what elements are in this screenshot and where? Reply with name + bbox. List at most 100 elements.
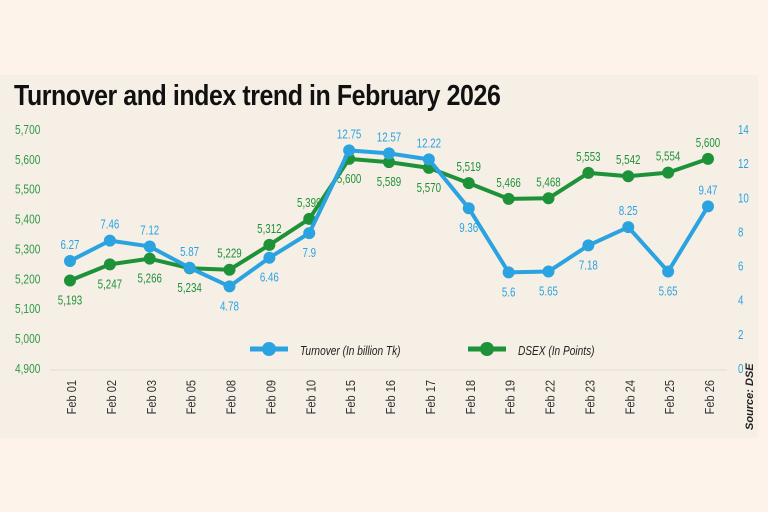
left-axis-tick-label: 5,400 [15, 212, 41, 226]
x-axis-tick-label: Feb 05 [184, 380, 199, 415]
x-axis-tick-label: Feb 22 [543, 380, 558, 415]
x-axis-tick-label: Feb 02 [104, 380, 119, 415]
turnover-data-label: 6.27 [61, 239, 80, 253]
left-axis-tick-label: 5,300 [15, 242, 41, 256]
left-axis-tick-label: 5,600 [15, 153, 41, 167]
turnover-data-label: 8.25 [619, 205, 638, 219]
dsex-data-label: 5,542 [616, 154, 640, 168]
turnover-point [343, 144, 356, 157]
chart-panel [0, 75, 758, 438]
turnover-point [622, 221, 635, 234]
turnover-line [69, 148, 710, 289]
x-axis-tick-label: Feb 16 [383, 380, 398, 415]
turnover-point [502, 266, 515, 279]
turnover-point [422, 153, 435, 166]
dsex-data-label: 5,234 [177, 282, 202, 296]
chart-title: Turnover and index trend in February 202… [14, 80, 501, 112]
x-axis-tick-label: Feb 15 [343, 380, 358, 415]
turnover-point [582, 239, 595, 252]
x-axis-tick-label: Feb 03 [144, 380, 159, 415]
dsex-data-label: 5,600 [337, 173, 361, 187]
turnover-data-label: 9.36 [459, 222, 478, 236]
left-axis-tick-label: 5,000 [15, 332, 41, 346]
turnover-data-label: 5.6 [502, 286, 516, 300]
turnover-data-label: 5.65 [539, 285, 558, 299]
turnover-point [383, 147, 395, 160]
turnover-point [64, 254, 76, 267]
dsex-data-label: 5,589 [377, 176, 401, 190]
x-axis-tick-label: Feb 23 [583, 380, 598, 415]
source-note: Source: DSE [744, 363, 756, 430]
dsex-point [502, 192, 515, 205]
turnover-point [662, 265, 675, 278]
dsex-point [542, 192, 555, 205]
turnover-data-label: 5.87 [180, 246, 199, 260]
right-axis-tick-label: 14 [738, 124, 749, 138]
dsex-point [303, 212, 316, 225]
dsex-data-label: 5,266 [138, 272, 162, 286]
right-axis-tick-label: 10 [738, 192, 749, 206]
dsex-data-label: 5,312 [257, 223, 281, 237]
dsex-point [223, 263, 236, 276]
dsex-point [582, 166, 595, 179]
dsex-point [462, 177, 475, 190]
left-axis-tick-label: 5,700 [15, 123, 41, 137]
turnover-data-label: 9.47 [699, 184, 718, 198]
legend-dsex-marker [480, 342, 494, 356]
turnover-data-label: 7.46 [100, 218, 119, 232]
turnover-data-label: 12.22 [417, 137, 441, 151]
dsex-point [383, 156, 395, 169]
turnover-point [303, 227, 316, 240]
x-axis-tick-label: Feb 25 [662, 380, 677, 415]
dsex-data-label: 5,229 [217, 248, 241, 262]
dsex-data-label: 5,468 [536, 176, 560, 190]
x-axis-tick-label: Feb 19 [503, 380, 518, 415]
dsex-data-label: 5,554 [656, 150, 681, 164]
turnover-data-label: 5.65 [659, 285, 678, 299]
left-axis-tick-label: 4,900 [15, 362, 41, 376]
dsex-data-label: 5,519 [457, 161, 481, 175]
dsex-point [263, 238, 276, 251]
right-axis-tick-label: 8 [738, 226, 743, 240]
turnover-point [263, 251, 276, 264]
turnover-data-label: 4.78 [220, 300, 239, 314]
legend-turnover-marker [262, 342, 276, 356]
turnover-data-label: 7.9 [302, 247, 316, 261]
turnover-point [183, 261, 196, 274]
dsex-data-label: 5,570 [417, 182, 441, 196]
left-axis-tick-label: 5,500 [15, 183, 41, 197]
dsex-data-label: 5,399 [297, 197, 321, 211]
dsex-point [702, 152, 714, 165]
turnover-data-label: 7.12 [140, 224, 159, 238]
right-axis-tick-label: 2 [738, 329, 743, 343]
dsex-point [662, 166, 675, 179]
turnover-point [223, 280, 236, 293]
right-axis-tick-label: 0 [738, 363, 743, 377]
turnover-data-label: 6.46 [260, 272, 279, 286]
dsex-point [64, 274, 76, 287]
left-axis-tick-label: 5,100 [15, 302, 41, 316]
dsex-data-label: 5,247 [98, 278, 122, 292]
dsex-point [103, 258, 116, 271]
turnover-point [702, 200, 714, 213]
legend-dsex-label: DSEX (In Points) [518, 344, 595, 358]
right-axis-tick-label: 12 [738, 158, 749, 172]
dsex-data-label: 5,193 [58, 294, 82, 308]
turnover-point [103, 234, 116, 247]
x-axis-tick-label: Feb 24 [622, 380, 637, 415]
x-axis-tick-label: Feb 18 [463, 380, 478, 415]
dsex-point [143, 252, 156, 265]
right-axis-tick-label: 6 [738, 260, 743, 274]
dsex-data-label: 5,600 [696, 137, 720, 151]
turnover-point [143, 240, 156, 253]
x-axis-tick-label: Feb 10 [303, 380, 318, 415]
turnover-data-label: 7.18 [579, 259, 598, 273]
turnover-data-label: 12.75 [337, 128, 361, 142]
turnover-data-label: 12.57 [377, 131, 401, 145]
x-axis-tick-label: Feb 08 [224, 380, 239, 415]
x-axis-tick-label: Feb 26 [702, 380, 717, 415]
left-axis-tick-label: 5,200 [15, 272, 41, 286]
legend-turnover-label: Turnover (In billion Tk) [300, 344, 401, 358]
x-axis-tick-label: Feb 09 [264, 380, 279, 415]
